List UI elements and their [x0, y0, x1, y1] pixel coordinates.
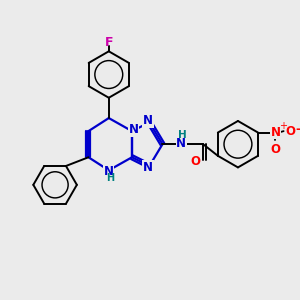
- Text: H: H: [178, 130, 187, 140]
- Text: O: O: [191, 155, 201, 168]
- Text: +: +: [279, 121, 287, 131]
- Text: N: N: [271, 125, 281, 139]
- Text: F: F: [104, 35, 113, 49]
- Text: O: O: [271, 143, 281, 157]
- Text: N: N: [143, 115, 153, 128]
- Text: O: O: [286, 124, 296, 138]
- Text: N: N: [176, 137, 186, 150]
- Text: -: -: [296, 123, 300, 136]
- Text: H: H: [106, 173, 114, 183]
- Text: N: N: [128, 123, 139, 136]
- Text: N: N: [143, 161, 153, 174]
- Text: N: N: [104, 165, 114, 178]
